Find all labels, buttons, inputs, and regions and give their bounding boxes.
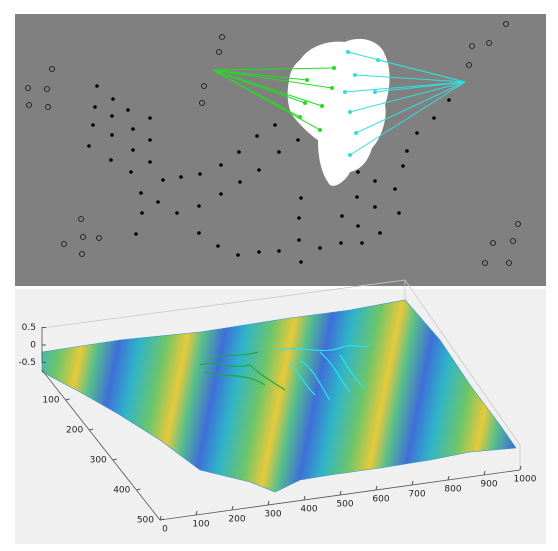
x-tick-label: 400	[300, 505, 317, 515]
top-panel	[15, 14, 546, 286]
x-tick-label: 900	[480, 480, 497, 490]
x-tick	[339, 490, 342, 496]
y-tick	[89, 428, 94, 431]
cyan-lines	[344, 51, 466, 156]
x-tick	[483, 470, 486, 476]
x-tick	[231, 505, 234, 511]
y-tick	[159, 518, 165, 521]
x-tick-label: 300	[264, 510, 281, 520]
y-tick	[112, 458, 117, 461]
x-tick	[195, 510, 198, 516]
x-tick-label: 200	[228, 515, 245, 525]
x-tick	[375, 485, 378, 491]
x-tick-label: 500	[336, 500, 353, 510]
surface	[41, 299, 517, 493]
x-tick-label: 800	[444, 485, 461, 495]
cyan-ridges	[279, 344, 371, 401]
green-points	[298, 66, 336, 132]
green-lines	[212, 67, 335, 131]
y-tick	[65, 398, 70, 401]
x-tick-label: 700	[408, 490, 425, 500]
x-tick	[303, 495, 306, 501]
open-circles	[25, 21, 521, 266]
y-tick-label: 100	[42, 396, 59, 406]
y-tick-label: 400	[113, 486, 130, 496]
y-tick-label: 200	[66, 426, 83, 436]
z-tick-label: -0.5	[18, 358, 36, 368]
x-tick	[159, 515, 162, 521]
x-tick	[411, 480, 414, 486]
x-tick	[267, 500, 270, 506]
x-tick-label: 100	[192, 520, 209, 530]
green-ridges	[199, 351, 286, 391]
filled-dots	[87, 84, 451, 264]
x-tick-label: 0	[162, 525, 168, 535]
z-tick-label: 0	[30, 341, 36, 351]
x-tick	[519, 465, 522, 471]
bottom-panel	[15, 279, 546, 544]
x-tick-label: 1000	[514, 475, 537, 485]
y-tick	[136, 488, 141, 491]
y-tick-label: 300	[90, 456, 107, 466]
cyan-points	[343, 50, 380, 157]
y-tick-label: 500	[137, 516, 154, 526]
panel-background	[15, 14, 546, 286]
x-tick	[447, 475, 450, 481]
x-tick-label: 600	[372, 495, 389, 505]
z-tick-label: 0.5	[22, 323, 36, 333]
